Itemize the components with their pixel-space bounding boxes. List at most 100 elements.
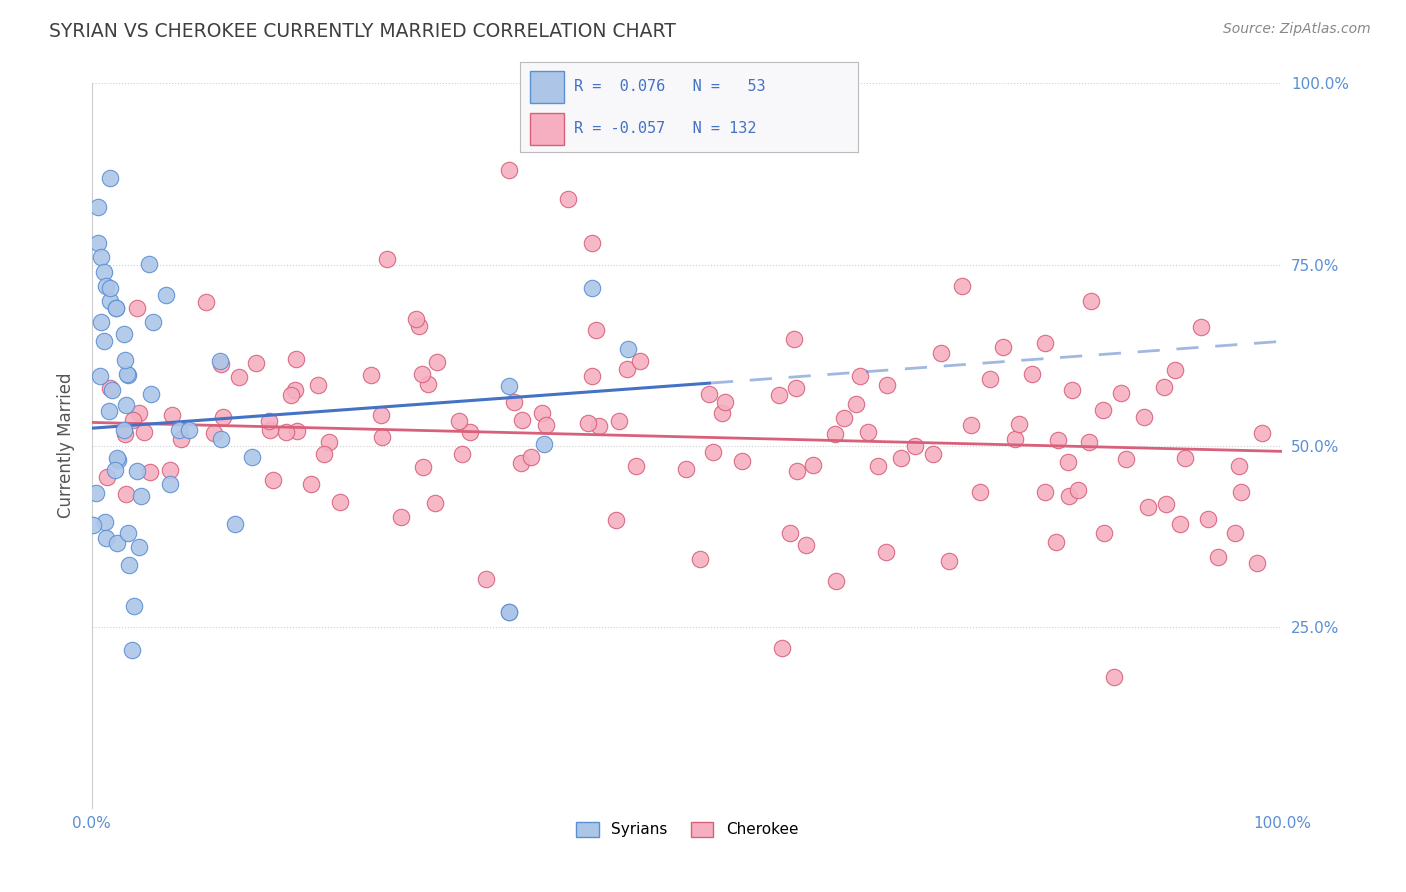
Point [890,450,912,465]
Point [117,525,139,540]
Text: R = -0.057   N = 132: R = -0.057 N = 132 [574,121,756,136]
Point [824,427,846,442]
Point [280,387,302,401]
Point [770,641,793,656]
Point [616,361,638,376]
Point [731,454,754,468]
Point [1197,511,1219,525]
Point [801,458,824,472]
Point [104,462,127,476]
Point [1057,489,1080,503]
Point [408,319,430,334]
Point [122,412,145,426]
Point [98,293,121,308]
Point [360,368,382,382]
Point [1137,500,1160,514]
Point [576,417,599,431]
Point [89,369,111,384]
Point [510,413,533,427]
Point [228,370,250,384]
Point [167,423,190,437]
Point [533,437,555,451]
Point [112,423,135,437]
Point [624,459,647,474]
Text: Source: ZipAtlas.com: Source: ZipAtlas.com [1223,22,1371,37]
Point [274,425,297,439]
Point [416,376,439,391]
Point [121,643,143,657]
Point [98,381,121,395]
Point [159,463,181,477]
Point [93,515,115,529]
Point [412,460,434,475]
Point [447,414,470,428]
Point [1189,320,1212,334]
Point [84,485,107,500]
Point [105,535,128,549]
Point [1168,516,1191,531]
Point [1045,534,1067,549]
Point [960,417,983,432]
Point [318,435,340,450]
Point [162,409,184,423]
Point [938,554,960,568]
Point [170,432,193,446]
Point [202,425,225,440]
Point [530,406,553,420]
Point [557,192,579,206]
Point [876,377,898,392]
Point [950,279,973,293]
Point [96,470,118,484]
Point [1078,434,1101,449]
Point [1173,451,1195,466]
Point [605,513,627,527]
Point [262,474,284,488]
Point [411,367,433,381]
Point [105,301,128,315]
Point [299,477,322,491]
Point [114,353,136,368]
Point [98,170,121,185]
Point [845,397,868,411]
Point [212,409,235,424]
Point [794,538,817,552]
Point [139,465,162,479]
Point [370,409,392,423]
Point [875,544,897,558]
Point [1092,525,1115,540]
Point [98,404,121,418]
Point [90,250,112,264]
Point [588,419,610,434]
Y-axis label: Currently Married: Currently Married [58,373,75,518]
Point [1033,336,1056,351]
Point [128,406,150,420]
Point [129,489,152,503]
Point [82,518,104,533]
Point [451,447,474,461]
Point [245,356,267,370]
Point [127,464,149,478]
Point [134,425,156,440]
Point [711,406,734,420]
Point [90,316,112,330]
Point [1206,550,1229,565]
FancyBboxPatch shape [530,113,564,145]
Point [1250,426,1272,441]
Point [98,281,121,295]
Point [581,368,603,383]
Point [536,418,558,433]
Point [585,323,607,337]
Point [1115,452,1137,467]
Point [138,257,160,271]
Point [475,573,498,587]
Point [242,450,264,465]
Point [389,510,412,524]
Point [307,378,329,392]
Point [423,496,446,510]
Point [509,456,531,470]
Point [87,200,110,214]
Point [921,447,943,461]
Point [520,450,543,465]
Point [1102,670,1125,684]
Point [285,425,308,439]
